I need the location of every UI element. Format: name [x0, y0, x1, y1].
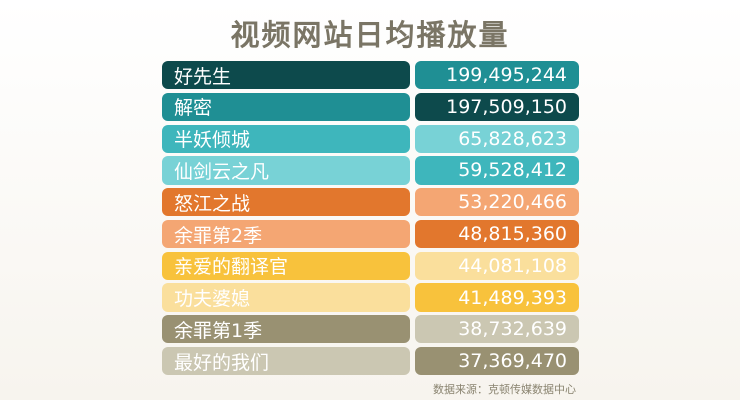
show-name-cell: 仙剑云之凡: [162, 156, 410, 185]
data-source-note: 数据来源：克顿传媒数据中心: [433, 383, 576, 396]
table-row: 余罪第1季 38,732,639: [162, 315, 582, 344]
daily-views-cell: 197,509,150: [415, 92, 579, 121]
daily-views-cell: 44,081,108: [415, 251, 579, 280]
daily-views-cell: 199,495,244: [415, 61, 579, 90]
table-row: 半妖倾城 65,828,623: [162, 124, 582, 153]
table-row: 好先生 199,495,244: [162, 61, 582, 90]
show-name-cell: 解密: [162, 92, 410, 121]
daily-views-cell: 37,369,470: [415, 347, 579, 376]
show-name-cell: 亲爱的翻译官: [162, 251, 410, 280]
daily-views-cell: 59,528,412: [415, 156, 579, 185]
show-name-cell: 余罪第2季: [162, 219, 410, 249]
daily-views-cell: 53,220,466: [415, 188, 579, 217]
show-name-cell: 怒江之战: [162, 188, 410, 217]
show-name-cell: 最好的我们: [162, 347, 410, 376]
show-name-cell: 余罪第1季: [162, 315, 410, 344]
chart-title: 视频网站日均播放量: [230, 18, 510, 52]
table-row: 怒江之战 53,220,466: [162, 188, 582, 217]
show-name-cell: 功夫婆媳: [162, 283, 410, 312]
table-row: 最好的我们 37,369,470: [162, 347, 582, 376]
table-row: 功夫婆媳 41,489,393: [162, 283, 582, 312]
table-row: 余罪第2季 48,815,360: [162, 219, 582, 249]
show-name-cell: 半妖倾城: [162, 124, 410, 153]
show-name-cell: 好先生: [162, 61, 410, 90]
table-row: 解密 197,509,150: [162, 92, 582, 121]
table-row: 仙剑云之凡 59,528,412: [162, 156, 582, 185]
daily-views-cell: 41,489,393: [415, 283, 579, 312]
daily-views-cell: 38,732,639: [415, 315, 579, 344]
daily-views-cell: 65,828,623: [415, 124, 579, 153]
daily-views-cell: 48,815,360: [415, 219, 579, 249]
ranking-table: 好先生 199,495,244 解密 197,509,150 半妖倾城 65,828,62…: [162, 61, 582, 379]
table-row: 亲爱的翻译官 44,081,108: [162, 251, 582, 280]
